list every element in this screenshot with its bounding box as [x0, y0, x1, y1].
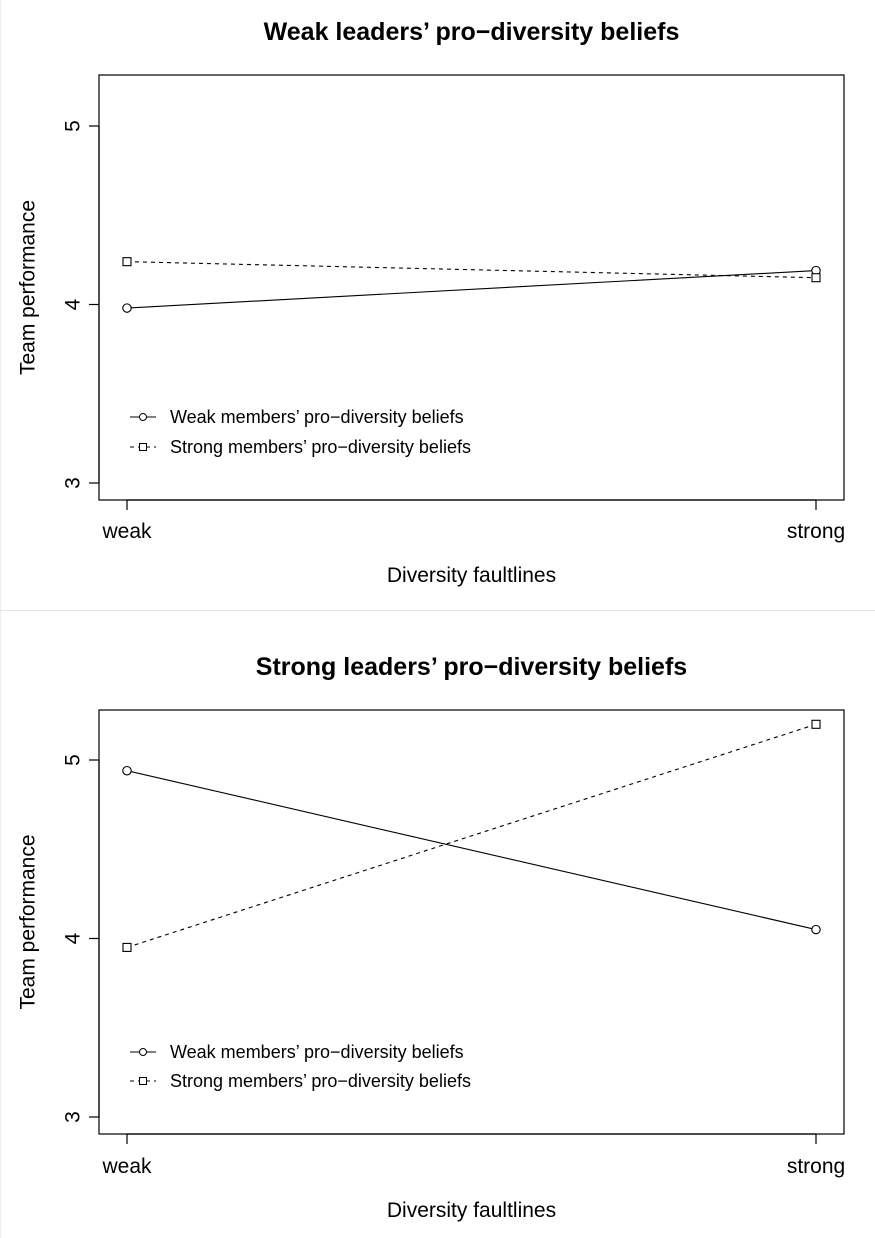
series-strong-members [122, 257, 821, 283]
legend: Weak members’ pro−diversity beliefs Stron… [130, 1042, 471, 1091]
series-line [126, 723, 817, 948]
data-point-square [811, 719, 821, 729]
chart-panel-strong-leaders: Strong leaders’ pro−diversity beliefs 3 4 5… [17, 653, 846, 1222]
chart-title: Strong leaders’ pro−diversity beliefs [256, 653, 687, 681]
legend-marker-circle [139, 413, 147, 421]
data-point-circle [122, 765, 132, 776]
series-line [126, 270, 817, 309]
legend-label: Weak members’ pro−diversity beliefs [170, 407, 464, 427]
legend: Weak members’ pro−diversity beliefs Stron… [130, 407, 471, 457]
data-point-square [122, 257, 132, 267]
panel-divider [0, 610, 875, 611]
data-point-square [122, 942, 132, 952]
x-tick-label: strong [787, 1155, 845, 1178]
y-tick-label: 5 [62, 120, 85, 132]
y-tick-label: 5 [62, 754, 85, 766]
series-line [126, 261, 817, 279]
data-point-circle [811, 924, 821, 935]
legend-marker-square [139, 1077, 147, 1085]
y-tick-label: 4 [62, 298, 85, 310]
series-weak-members [122, 265, 821, 313]
y-axis-label: Team performance [17, 200, 40, 375]
series-line [126, 770, 817, 931]
data-point-circle [122, 303, 132, 313]
x-tick-label: strong [787, 520, 845, 543]
x-tick-label: weak [101, 1155, 152, 1178]
legend-marker-circle [139, 1048, 147, 1056]
series-strong-members [122, 719, 821, 952]
chart-panel-weak-leaders: Weak leaders’ pro−diversity beliefs 3 4 5 Te… [17, 18, 846, 587]
y-tick-label: 3 [62, 477, 85, 489]
y-tick-label: 3 [62, 1111, 85, 1123]
x-axis-label: Diversity faultlines [387, 1199, 556, 1222]
legend-label: Weak members’ pro−diversity beliefs [170, 1042, 464, 1062]
x-tick-label: weak [101, 520, 152, 543]
series-weak-members [122, 765, 821, 935]
data-point-square [811, 273, 821, 283]
y-tick-label: 4 [62, 932, 85, 944]
legend-label: Strong members’ pro−diversity beliefs [170, 1071, 471, 1091]
chart-title: Weak leaders’ pro−diversity beliefs [264, 18, 680, 46]
x-axis-label: Diversity faultlines [387, 564, 556, 587]
y-axis-label: Team performance [17, 834, 40, 1009]
legend-label: Strong members’ pro−diversity beliefs [170, 437, 471, 457]
legend-marker-square [139, 443, 147, 451]
